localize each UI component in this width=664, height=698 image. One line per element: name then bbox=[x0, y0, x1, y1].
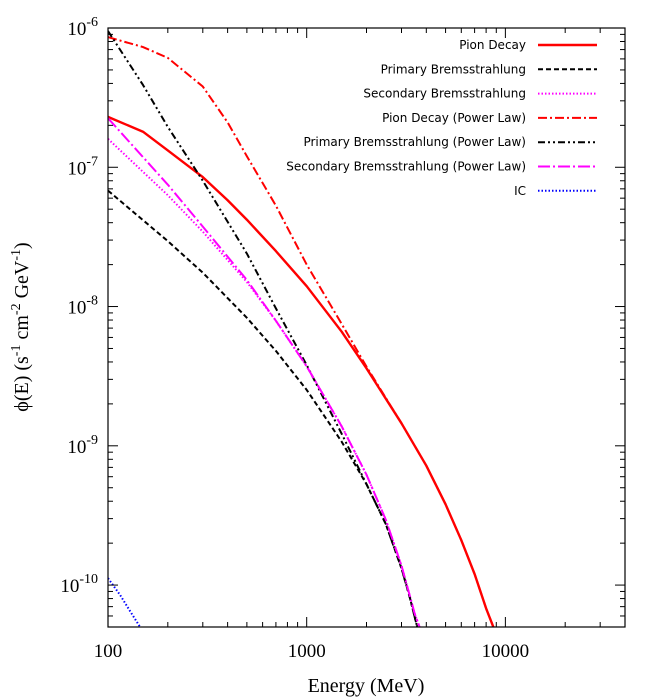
y-axis-title-close: ) bbox=[11, 242, 33, 249]
y-axis-title-exp-3: -1 bbox=[9, 249, 24, 261]
y-tick-label: 10-7 bbox=[67, 154, 98, 179]
x-tick-label: 10000 bbox=[482, 641, 530, 662]
y-tick-label: 10-8 bbox=[67, 294, 98, 319]
y-axis-title-exp-1: -1 bbox=[9, 345, 24, 357]
legend-label: Pion Decay bbox=[459, 38, 526, 52]
series-line-1 bbox=[108, 115, 495, 627]
ticks-layer bbox=[107, 27, 626, 628]
y-axis-title-main: ϕ(E) (s bbox=[11, 356, 33, 412]
series-line-6 bbox=[108, 117, 421, 627]
y-axis-title: ϕ(E) (s-1 cm-2 GeV-1) bbox=[9, 242, 33, 411]
tick-labels-layer: 100 1000 10000 10-6 10-7 10-8 10-9 10-10 bbox=[60, 15, 529, 662]
y-tick-label: 10-6 bbox=[67, 15, 98, 40]
x-tick-label: 1000 bbox=[288, 641, 326, 662]
series-layer bbox=[108, 30, 495, 627]
series-line-7 bbox=[108, 577, 141, 627]
y-axis-title-exp-2: -2 bbox=[9, 303, 24, 315]
legend-label: IC bbox=[514, 184, 526, 198]
y-axis-title-mid-2: GeV bbox=[11, 260, 33, 303]
legend: Pion Decay Primary Bremsstrahlung Secondar… bbox=[286, 38, 597, 198]
y-axis-title-mid-1: cm bbox=[11, 315, 33, 345]
series-line-4 bbox=[108, 36, 495, 627]
x-axis-title: Energy (MeV) bbox=[308, 675, 425, 697]
legend-label: Secondary Bremsstrahlung bbox=[363, 87, 526, 101]
legend-label: Secondary Bremsstrahlung (Power Law) bbox=[286, 160, 526, 174]
y-tick-label: 10-10 bbox=[60, 572, 98, 597]
legend-label: Primary Bremsstrahlung (Power Law) bbox=[303, 135, 526, 149]
legend-label: Primary Bremsstrahlung bbox=[381, 62, 526, 76]
y-tick-label: 10-9 bbox=[67, 433, 98, 458]
x-tick-label: 100 bbox=[94, 641, 123, 662]
legend-label: Pion Decay (Power Law) bbox=[382, 111, 526, 125]
